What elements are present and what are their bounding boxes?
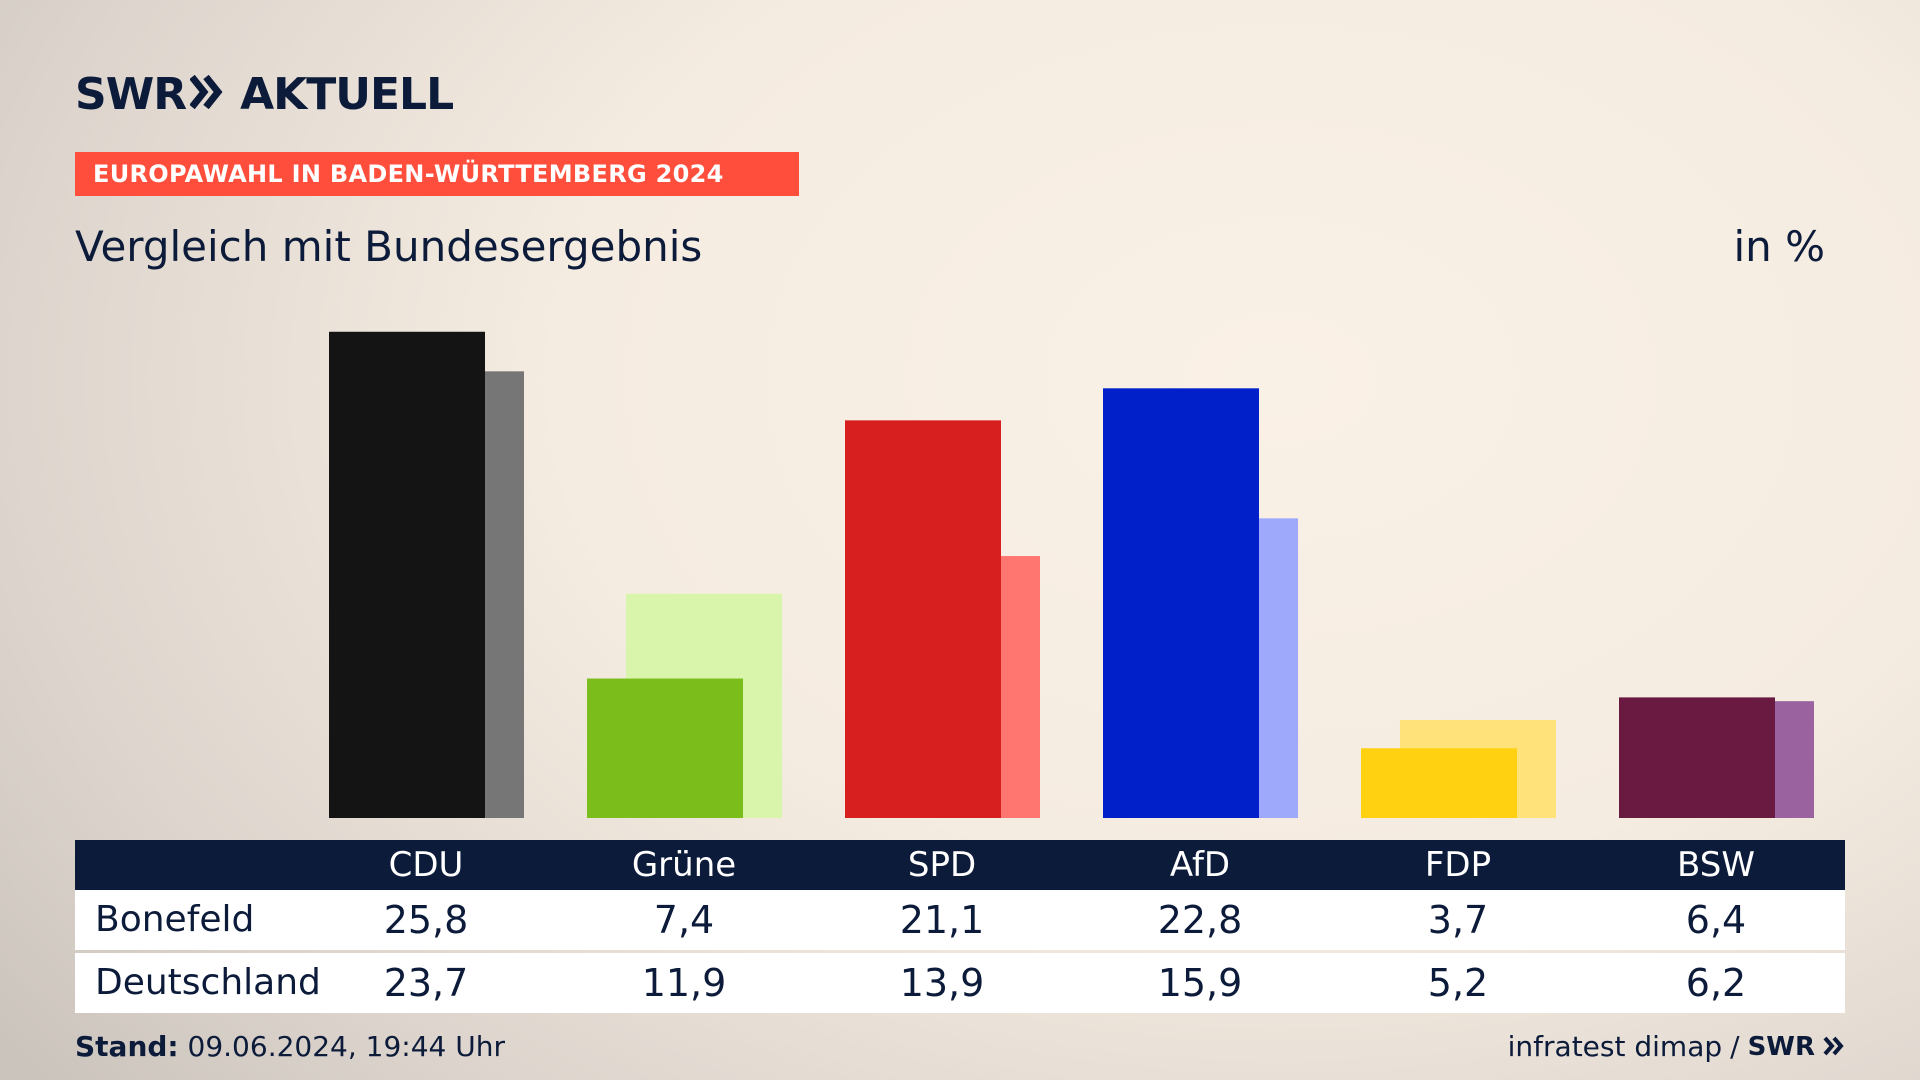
cell-value: 3,7 bbox=[1427, 898, 1489, 942]
footer-swr-logo: SWR bbox=[1747, 1031, 1815, 1062]
cell-value: 13,9 bbox=[899, 961, 985, 1005]
cell-value: 21,1 bbox=[899, 898, 985, 942]
cell-value: 23,7 bbox=[383, 961, 469, 1005]
timestamp: Stand: 09.06.2024, 19:44 Uhr bbox=[75, 1030, 505, 1063]
cell-value: 5,2 bbox=[1427, 961, 1489, 1005]
table-header: CDU Grüne SPD AfD FDP BSW bbox=[75, 840, 1845, 890]
source-credit: infratest dimap / SWR bbox=[1508, 1030, 1845, 1063]
cell-value: 25,8 bbox=[383, 898, 469, 942]
table-row: Bonefeld 25,8 7,4 21,1 22,8 3,7 6,4 bbox=[75, 890, 1845, 950]
bar-bonefeld-0 bbox=[329, 331, 485, 818]
table-row: Deutschland 23,7 11,9 13,9 15,9 5,2 6,2 bbox=[75, 953, 1845, 1013]
cell-value: 15,9 bbox=[1157, 961, 1243, 1005]
double-chevron-icon bbox=[189, 69, 226, 120]
logo-swr-text: SWR bbox=[75, 68, 187, 120]
cell-value: 6,4 bbox=[1685, 898, 1747, 942]
row-label-deutschland: Deutschland bbox=[95, 962, 321, 1003]
header-gruene: Grüne bbox=[631, 845, 737, 885]
results-table: CDU Grüne SPD AfD FDP BSW Bonefeld 25,8 … bbox=[75, 840, 1845, 1013]
source-name: infratest dimap bbox=[1507, 1030, 1723, 1063]
header-cdu: CDU bbox=[388, 845, 464, 885]
bar-bonefeld-1 bbox=[587, 678, 743, 818]
chart-subtitle: Vergleich mit Bundesergebnis bbox=[75, 222, 703, 271]
bar-bonefeld-4 bbox=[1361, 748, 1517, 818]
stand-value: 09.06.2024, 19:44 Uhr bbox=[187, 1030, 505, 1063]
election-banner: EUROPAWAHL IN BADEN-WÜRTTEMBERG 2024 bbox=[75, 152, 799, 196]
bar-bonefeld-5 bbox=[1619, 697, 1775, 818]
header-afd: AfD bbox=[1169, 845, 1231, 885]
header-fdp: FDP bbox=[1424, 845, 1492, 885]
header-bsw: BSW bbox=[1677, 845, 1755, 885]
cell-value: 7,4 bbox=[653, 898, 715, 942]
logo-aktuell-text: AKTUELL bbox=[240, 68, 454, 120]
unit-label: in % bbox=[1733, 222, 1825, 271]
swr-aktuell-logo: SWR AKTUELL bbox=[75, 68, 454, 120]
bar-chart bbox=[329, 331, 1814, 818]
stand-label: Stand: bbox=[75, 1030, 179, 1063]
footer-chevron-icon bbox=[1823, 1030, 1845, 1063]
cell-value: 11,9 bbox=[641, 961, 727, 1005]
bar-bonefeld-2 bbox=[845, 420, 1001, 818]
cell-value: 6,2 bbox=[1685, 961, 1747, 1005]
bar-bonefeld-3 bbox=[1103, 388, 1259, 818]
header-spd: SPD bbox=[907, 845, 977, 885]
source-separator: / bbox=[1730, 1030, 1740, 1063]
row-label-bonefeld: Bonefeld bbox=[95, 899, 255, 940]
cell-value: 22,8 bbox=[1157, 898, 1243, 942]
